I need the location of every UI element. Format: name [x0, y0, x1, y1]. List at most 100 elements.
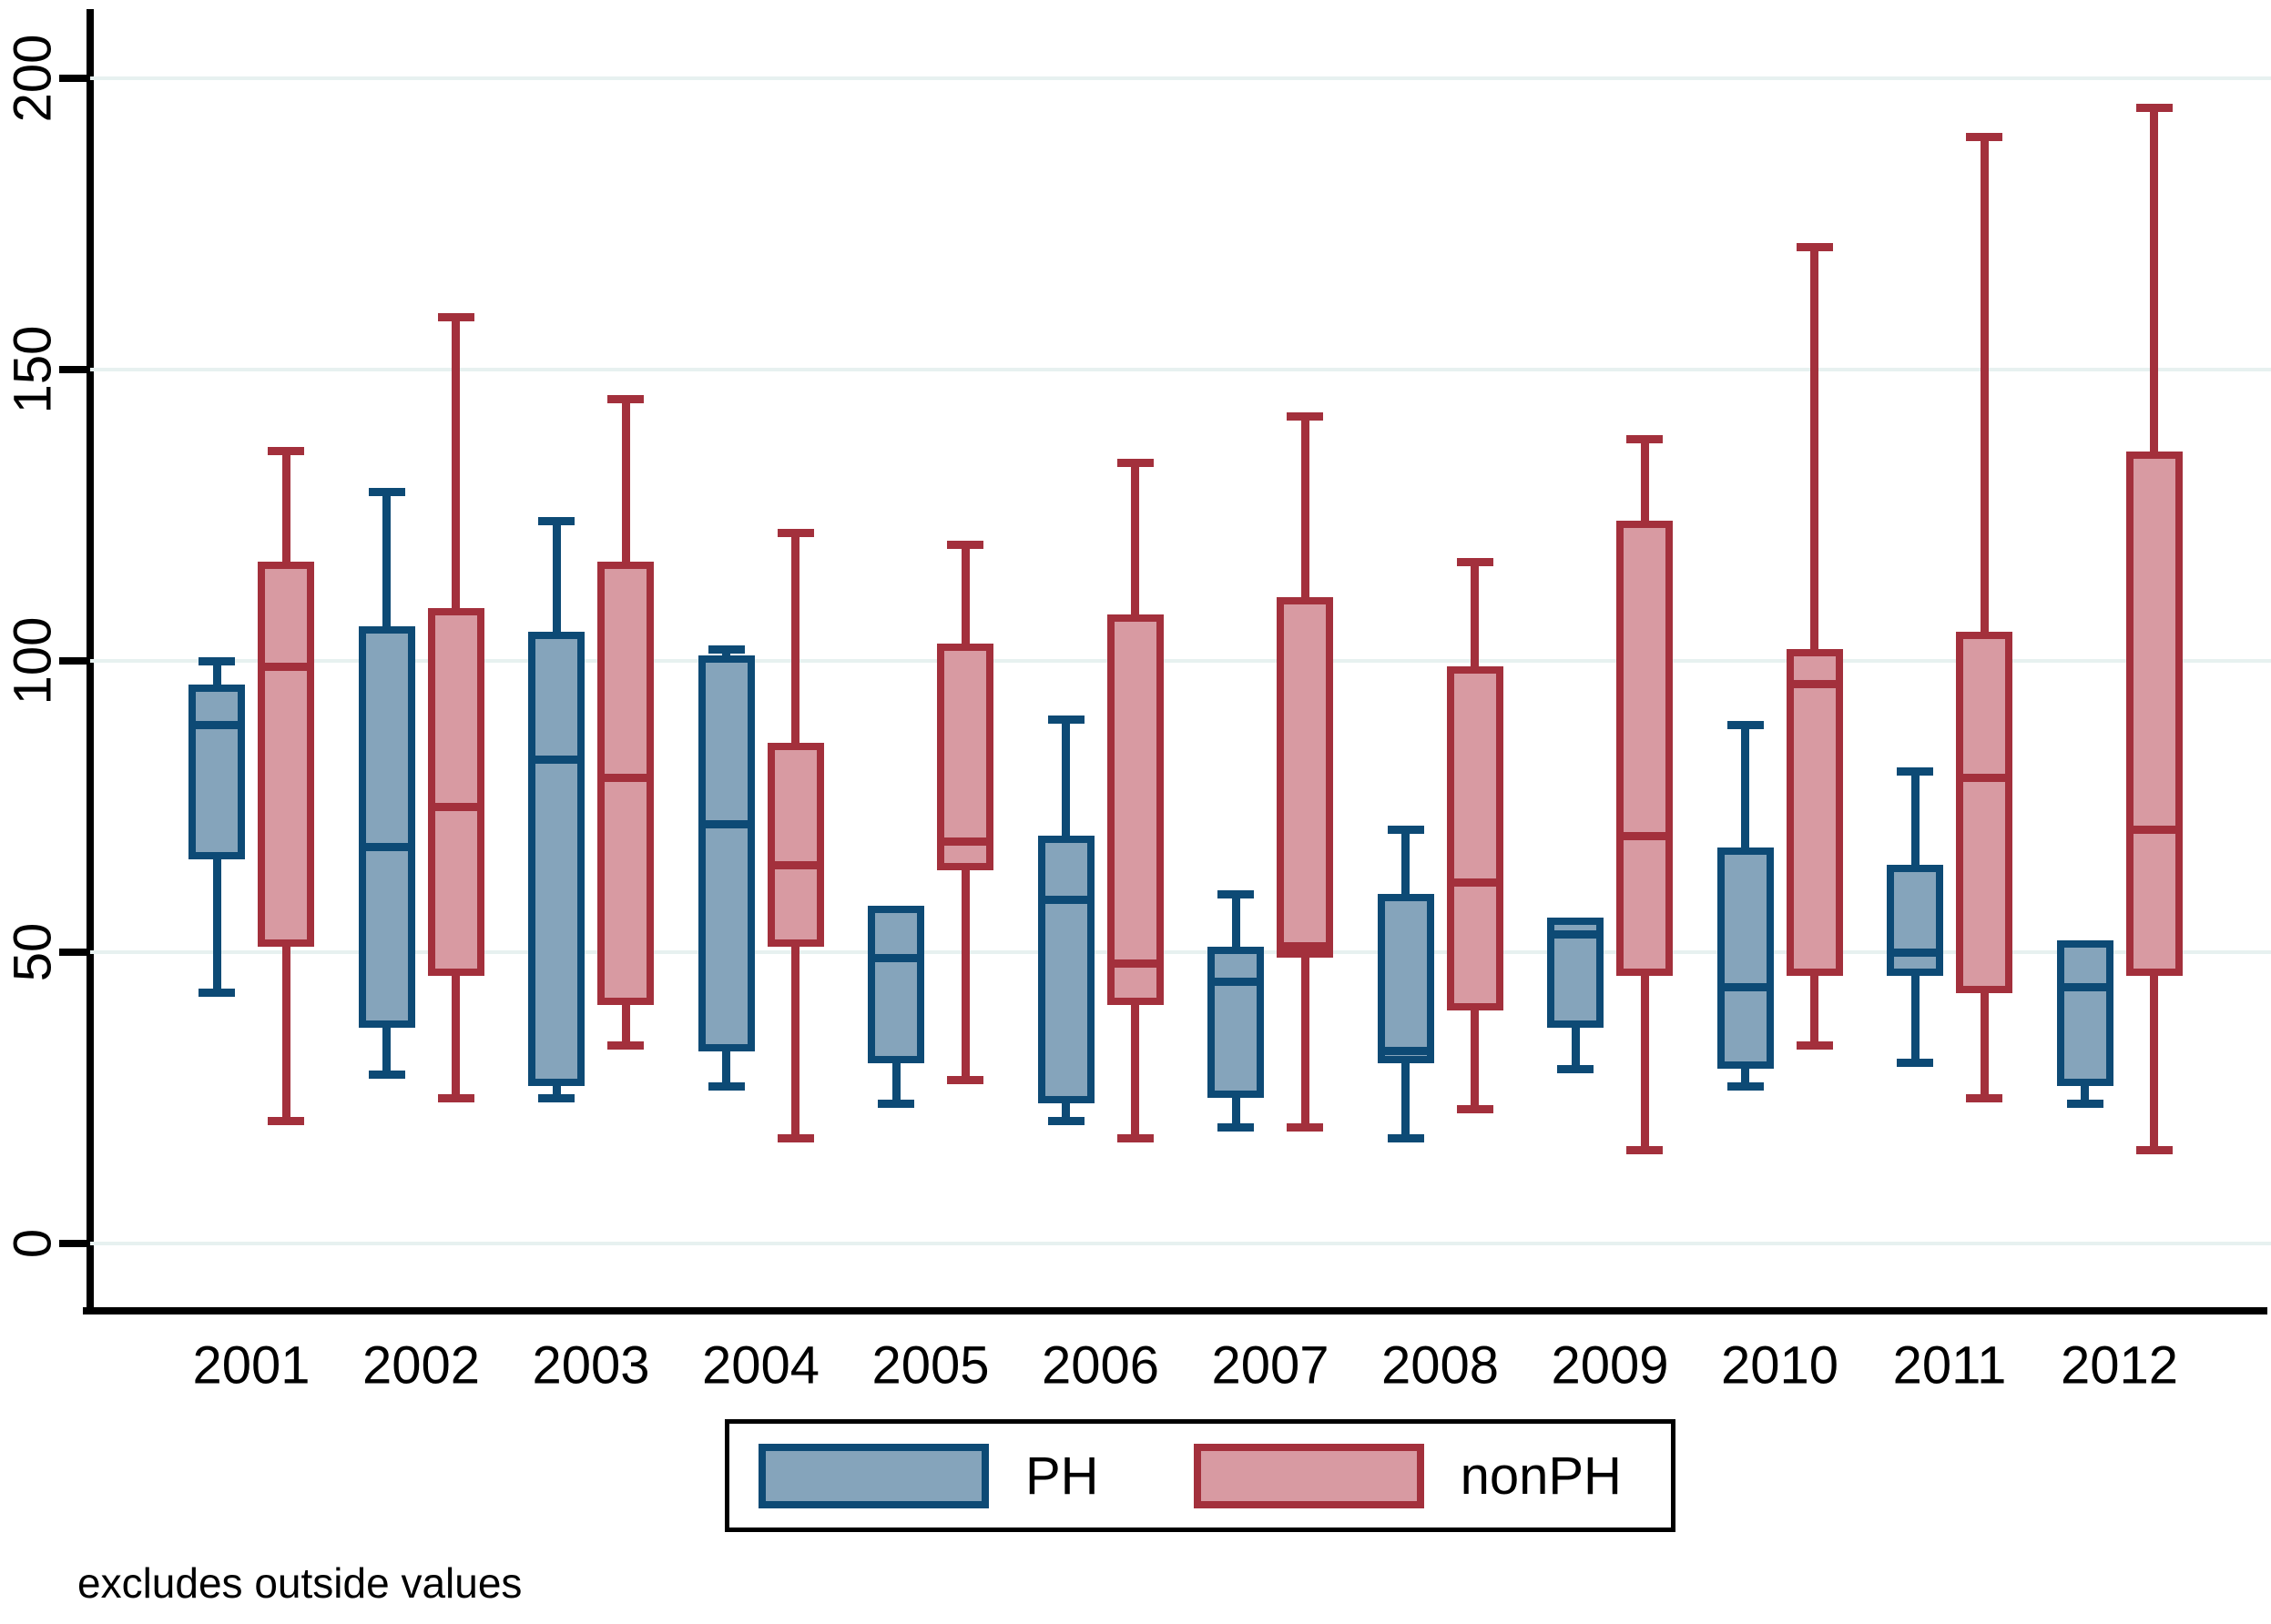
whisker-cap-bottom-2009-nonPH — [1626, 1146, 1663, 1155]
whisker-upper-2006-nonPH — [1131, 462, 1139, 614]
whisker-cap-bottom-2002-PH — [368, 1070, 405, 1079]
whisker-upper-2011-nonPH — [1980, 137, 1989, 632]
whisker-lower-2009-PH — [1571, 1028, 1580, 1069]
gridline-0 — [90, 1242, 2271, 1245]
median-2012-nonPH — [2133, 826, 2175, 835]
whisker-lower-2009-nonPH — [1640, 975, 1649, 1151]
whisker-upper-2010-nonPH — [1810, 247, 1818, 650]
box-2011-PH — [1887, 865, 1943, 976]
median-2001-nonPH — [265, 662, 307, 671]
whisker-lower-2010-PH — [1741, 1069, 1749, 1087]
box-2006-nonPH — [1106, 614, 1164, 1005]
box-2004-PH — [698, 655, 755, 1051]
whisker-upper-2010-PH — [1741, 725, 1749, 848]
whisker-cap-top-2002-PH — [368, 487, 405, 496]
whisker-cap-bottom-2007-PH — [1217, 1122, 1254, 1132]
gridline-50 — [90, 950, 2271, 954]
y-tick-label-150: 150 — [3, 325, 63, 414]
whisker-cap-top-2008-PH — [1387, 826, 1424, 835]
whisker-cap-bottom-2008-PH — [1387, 1134, 1424, 1143]
whisker-cap-bottom-2005-nonPH — [947, 1076, 983, 1085]
whisker-upper-2001-nonPH — [281, 451, 290, 563]
whisker-cap-top-2007-nonPH — [1287, 411, 1323, 421]
whisker-upper-2003-nonPH — [621, 399, 630, 563]
whisker-lower-2005-PH — [891, 1062, 901, 1104]
whisker-cap-bottom-2003-nonPH — [607, 1040, 644, 1050]
median-2007-nonPH — [1284, 942, 1326, 951]
whisker-cap-top-2006-nonPH — [1116, 458, 1154, 467]
x-label-2004: 2004 — [701, 1335, 820, 1396]
box-2012-PH — [2056, 940, 2113, 1087]
whisker-lower-2012-PH — [2081, 1086, 2089, 1104]
whisker-lower-2006-nonPH — [1131, 1004, 1139, 1139]
x-label-2005: 2005 — [871, 1335, 990, 1396]
median-2006-nonPH — [1114, 959, 1156, 969]
whisker-lower-2011-PH — [1910, 975, 1920, 1063]
whisker-lower-2008-nonPH — [1471, 1010, 1479, 1110]
whisker-lower-2010-nonPH — [1810, 975, 1818, 1046]
whisker-cap-bottom-2006-nonPH — [1116, 1134, 1154, 1143]
x-axis-line — [83, 1307, 2267, 1314]
whisker-cap-top-2009-nonPH — [1626, 435, 1663, 444]
whisker-cap-bottom-2011-nonPH — [1966, 1093, 2002, 1102]
median-2005-PH — [875, 953, 917, 962]
whisker-lower-2011-nonPH — [1980, 992, 1989, 1098]
y-tick-100 — [59, 657, 87, 665]
footnote: excludes outside values — [77, 1559, 523, 1607]
legend-label-ph: PH — [1025, 1446, 1099, 1506]
whisker-upper-2002-PH — [382, 492, 391, 626]
median-2009-PH — [1554, 930, 1596, 939]
whisker-cap-top-2006-PH — [1047, 715, 1085, 724]
whisker-cap-bottom-2004-PH — [708, 1081, 745, 1091]
box-2005-nonPH — [937, 643, 993, 871]
y-tick-label-100: 100 — [3, 616, 63, 705]
median-2004-PH — [705, 819, 748, 828]
box-2008-nonPH — [1446, 666, 1503, 1010]
gridline-150 — [90, 368, 2271, 371]
box-2011-nonPH — [1956, 632, 2012, 993]
whisker-cap-top-2002-nonPH — [437, 312, 474, 321]
median-2001-PH — [196, 720, 238, 729]
x-label-2002: 2002 — [362, 1335, 481, 1396]
median-2007-PH — [1215, 977, 1257, 986]
gridline-200 — [90, 76, 2271, 80]
median-2012-PH — [2063, 982, 2106, 991]
whisker-upper-2004-nonPH — [791, 533, 799, 743]
whisker-upper-2009-nonPH — [1640, 439, 1649, 522]
whisker-cap-bottom-2001-PH — [199, 989, 235, 998]
median-2003-PH — [535, 756, 577, 765]
whisker-cap-top-2010-nonPH — [1796, 243, 1833, 252]
whisker-cap-bottom-2011-PH — [1897, 1059, 1933, 1068]
whisker-lower-2006-PH — [1062, 1103, 1070, 1122]
x-label-2011: 2011 — [1892, 1335, 2007, 1396]
median-2011-nonPH — [1963, 773, 2005, 782]
box-2007-PH — [1207, 946, 1264, 1098]
whisker-lower-2007-PH — [1231, 1098, 1240, 1127]
y-tick-200 — [59, 75, 87, 82]
whisker-lower-2002-nonPH — [452, 975, 460, 1098]
whisker-cap-top-2011-PH — [1897, 767, 1933, 776]
x-label-2010: 2010 — [1720, 1335, 1839, 1396]
whisker-cap-top-2003-PH — [538, 516, 575, 525]
legend-swatch-nonph — [1193, 1443, 1424, 1508]
x-label-2001: 2001 — [192, 1335, 311, 1396]
y-tick-50 — [59, 949, 87, 956]
whisker-cap-top-2004-nonPH — [777, 528, 814, 537]
y-tick-0 — [59, 1240, 87, 1247]
whisker-cap-top-2001-nonPH — [268, 447, 304, 456]
box-2009-nonPH — [1616, 521, 1673, 976]
x-label-2006: 2006 — [1041, 1335, 1160, 1396]
x-label-2007: 2007 — [1211, 1335, 1329, 1396]
box-2007-nonPH — [1277, 596, 1333, 959]
whisker-upper-2012-nonPH — [2150, 107, 2158, 452]
whisker-upper-2007-nonPH — [1300, 416, 1309, 597]
whisker-lower-2004-PH — [722, 1051, 730, 1087]
whisker-lower-2004-nonPH — [791, 946, 799, 1139]
whisker-lower-2005-nonPH — [961, 870, 970, 1081]
whisker-lower-2007-nonPH — [1300, 958, 1309, 1127]
median-2009-nonPH — [1624, 831, 1665, 840]
x-label-2008: 2008 — [1380, 1335, 1500, 1396]
legend: PH nonPH — [725, 1419, 1675, 1532]
whisker-lower-2002-PH — [382, 1028, 391, 1075]
